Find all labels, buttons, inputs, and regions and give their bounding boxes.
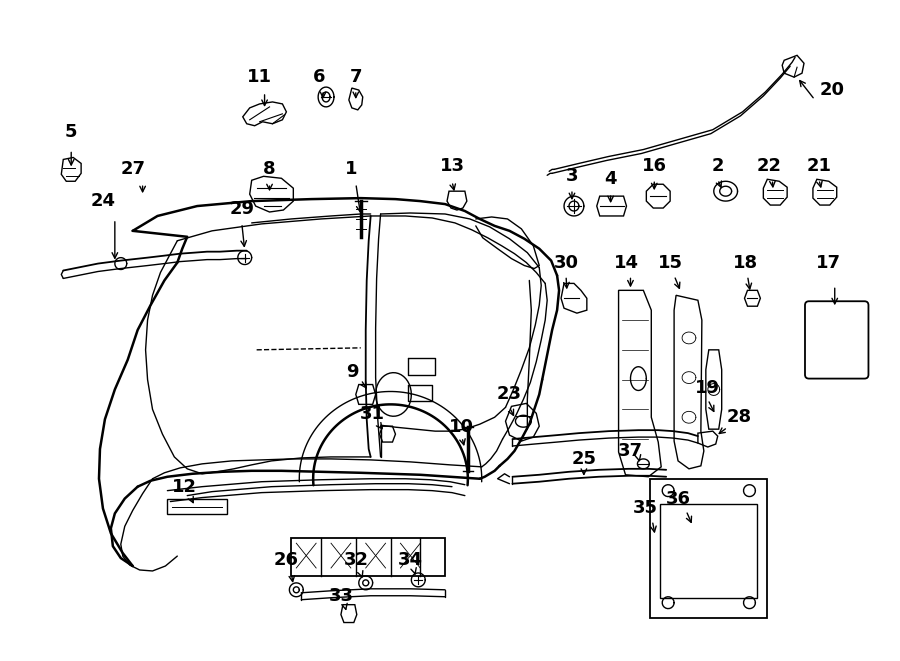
Text: 16: 16 xyxy=(642,157,667,175)
Text: 25: 25 xyxy=(572,450,597,468)
Text: 18: 18 xyxy=(733,254,758,272)
Text: 28: 28 xyxy=(727,408,752,426)
Text: 12: 12 xyxy=(172,478,197,496)
Text: 13: 13 xyxy=(439,157,464,175)
Bar xyxy=(292,538,445,576)
Text: 24: 24 xyxy=(90,192,115,210)
Text: 21: 21 xyxy=(806,157,832,175)
Text: 34: 34 xyxy=(398,551,423,569)
Text: 29: 29 xyxy=(230,200,255,218)
Text: 10: 10 xyxy=(449,418,474,436)
Bar xyxy=(167,498,227,514)
Text: 31: 31 xyxy=(360,405,385,423)
Text: 32: 32 xyxy=(345,551,369,569)
Text: 26: 26 xyxy=(274,551,299,569)
Text: 8: 8 xyxy=(263,161,275,178)
Text: 9: 9 xyxy=(346,363,359,381)
Text: 36: 36 xyxy=(666,490,690,508)
Text: 2: 2 xyxy=(712,157,724,175)
Text: 3: 3 xyxy=(566,167,578,185)
Text: 11: 11 xyxy=(248,68,272,86)
Bar xyxy=(651,479,768,617)
Text: 20: 20 xyxy=(819,81,844,99)
Text: 22: 22 xyxy=(757,157,782,175)
Text: 27: 27 xyxy=(121,161,145,178)
Text: 37: 37 xyxy=(618,442,643,460)
Text: 4: 4 xyxy=(605,171,617,188)
Text: 15: 15 xyxy=(658,254,682,272)
Text: 5: 5 xyxy=(65,123,77,141)
Text: 14: 14 xyxy=(614,254,639,272)
Text: 30: 30 xyxy=(554,254,579,272)
Text: 17: 17 xyxy=(816,254,842,272)
Text: 7: 7 xyxy=(349,68,362,86)
Bar xyxy=(661,504,758,598)
Text: 1: 1 xyxy=(345,161,357,178)
Text: 19: 19 xyxy=(696,379,720,397)
Text: 23: 23 xyxy=(497,385,522,403)
Text: 6: 6 xyxy=(313,68,326,86)
Text: 35: 35 xyxy=(633,500,658,518)
Text: 33: 33 xyxy=(328,587,354,605)
